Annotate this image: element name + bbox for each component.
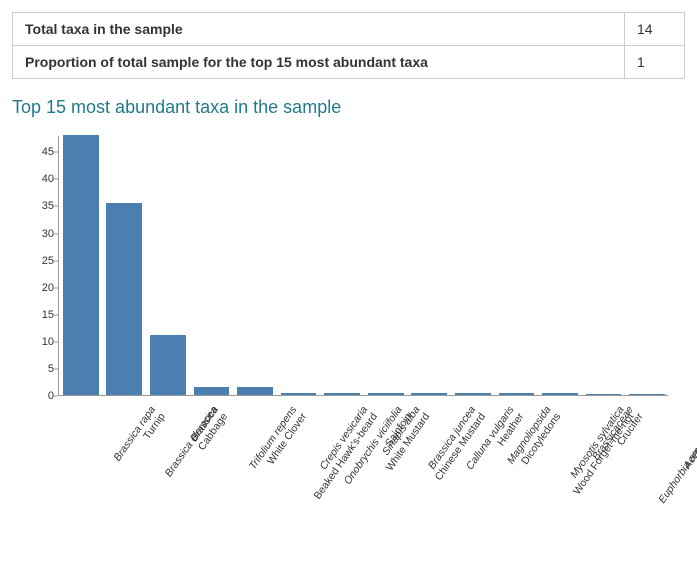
bar xyxy=(629,394,665,395)
bar xyxy=(368,393,404,395)
y-tick-label: 45 xyxy=(20,146,54,158)
y-tick-mark xyxy=(53,206,58,207)
bar xyxy=(106,203,142,395)
y-tick-mark xyxy=(53,396,58,397)
bar xyxy=(542,393,578,395)
bar xyxy=(586,394,622,395)
bar xyxy=(150,335,186,395)
y-tick-mark xyxy=(53,260,58,261)
x-axis-label: Brassica oleraceaCabbage xyxy=(163,404,231,486)
bar xyxy=(455,393,491,395)
y-tick-label: 25 xyxy=(20,255,54,267)
y-tick-mark xyxy=(53,368,58,369)
y-tick-label: 40 xyxy=(20,173,54,185)
summary-table: Total taxa in the sample14Proportion of … xyxy=(12,12,685,79)
summary-value: 14 xyxy=(625,13,685,46)
y-tick-mark xyxy=(53,287,58,288)
summary-row: Total taxa in the sample14 xyxy=(13,13,685,46)
summary-label: Proportion of total sample for the top 1… xyxy=(13,46,625,79)
bar xyxy=(324,393,360,395)
taxon-scientific-name: Acer campestre xyxy=(682,404,697,471)
y-tick-label: 20 xyxy=(20,282,54,294)
chart-title: Top 15 most abundant taxa in the sample xyxy=(12,97,685,118)
y-tick-label: 30 xyxy=(20,228,54,240)
plot-area xyxy=(58,136,668,396)
summary-table-body: Total taxa in the sample14Proportion of … xyxy=(13,13,685,79)
summary-value: 1 xyxy=(625,46,685,79)
y-tick-label: 10 xyxy=(20,336,54,348)
y-tick-mark xyxy=(53,341,58,342)
y-tick-mark xyxy=(53,314,58,315)
y-tick-label: 35 xyxy=(20,200,54,212)
y-tick-mark xyxy=(53,233,58,234)
taxa-bar-chart: 0 5 10 15 20 25 30 35 40 45 Brassica rapaTurnipBra… xyxy=(20,132,680,562)
bar xyxy=(499,393,535,395)
y-tick-label: 0 xyxy=(20,390,54,402)
y-tick-label: 15 xyxy=(20,309,54,321)
x-axis-label: Trifolium repensWhite Clover xyxy=(246,404,308,479)
summary-row: Proportion of total sample for the top 1… xyxy=(13,46,685,79)
bar xyxy=(237,387,273,395)
y-tick-label: 5 xyxy=(20,363,54,375)
y-tick-mark xyxy=(53,179,58,180)
summary-label: Total taxa in the sample xyxy=(13,13,625,46)
y-tick-mark xyxy=(53,152,58,153)
bar xyxy=(411,393,447,395)
bar xyxy=(63,135,99,395)
x-axis-label: Brassica rapaTurnip xyxy=(111,404,168,470)
bar xyxy=(194,387,230,395)
bar xyxy=(281,393,317,395)
